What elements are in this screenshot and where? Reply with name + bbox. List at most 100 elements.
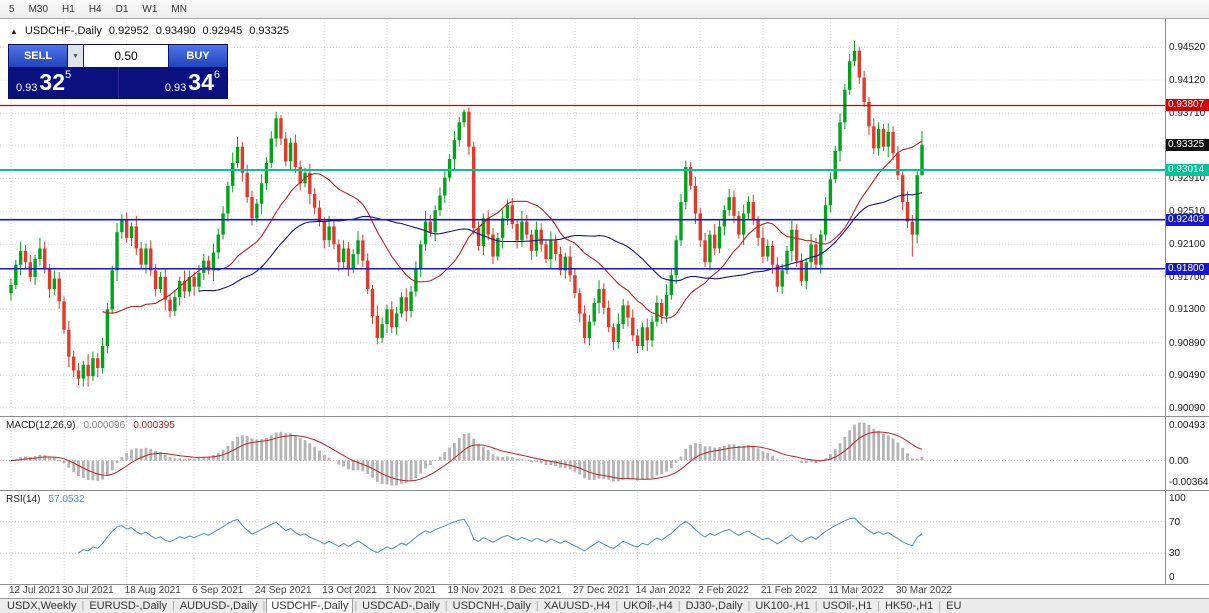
chart-tab-usdcad-daily[interactable]: USDCAD-,Daily	[362, 600, 440, 612]
rsi-line	[78, 517, 923, 554]
time-axis-label: 30 Mar 2022	[895, 585, 953, 596]
ohlc-open: 0.92952	[108, 25, 149, 37]
rsi-name: RSI(14)	[6, 494, 41, 505]
tab-separator: |	[444, 600, 448, 612]
time-axis-label: 11 Mar 2022	[828, 585, 884, 596]
ask-prefix: 0.93	[164, 82, 187, 94]
one-click-trading-panel: SELL ▼ BUY 0.93 32 5 0.93 34 6	[8, 44, 228, 99]
timeframe-button-m30[interactable]: M30	[28, 3, 49, 15]
price-axis-label: 0.90490	[1169, 370, 1206, 382]
timeframe-button-h4[interactable]: H4	[88, 3, 102, 15]
macd-name: MACD(12,26,9)	[6, 420, 76, 431]
tab-separator: |	[535, 600, 539, 612]
tab-separator: |	[877, 600, 880, 612]
rsi-axis-label: 30	[1169, 548, 1181, 560]
chart-tab-usdchf-daily[interactable]: USDCHF-,Daily	[266, 599, 354, 613]
ohlc-low: 0.92945	[202, 25, 243, 37]
tab-separator: |	[354, 600, 358, 612]
ohlc-close: 0.93325	[249, 25, 289, 37]
macd-indicator-label: MACD(12,26,9) 0.000096 0.000395	[6, 420, 175, 431]
level-price-tag: 0.91800	[1166, 262, 1209, 275]
timeframe-button-5[interactable]: 5	[9, 3, 15, 15]
timeframe-button-d1[interactable]: D1	[115, 3, 129, 15]
rsi-indicator-label: RSI(14) 57.0532	[6, 494, 85, 505]
price-axis-label: 0.91700	[1169, 271, 1206, 283]
lot-size-input[interactable]	[84, 45, 168, 67]
candles-layer	[9, 40, 924, 387]
lot-dropdown-button[interactable]: ▼	[68, 45, 83, 67]
macd-axis-bottom-label: -0.00364	[1169, 477, 1209, 488]
axis-divider	[1165, 19, 1166, 584]
timeframe-toolbar: 5 M30 H1 H4 D1 W1 MN	[0, 0, 1209, 19]
level-price-tag: 0.93807	[1166, 99, 1209, 112]
chart-tab-dj30-daily[interactable]: DJ30-,Daily	[685, 600, 743, 612]
current-price-tag: 0.93325	[1166, 138, 1209, 151]
macd-main-value: 0.000096	[83, 420, 126, 431]
time-axis-label: 19 Nov 2021	[447, 585, 505, 596]
chart-tab-usoil-h1[interactable]: USOil-,H1	[822, 600, 873, 612]
level-price-tag: 0.92403	[1166, 213, 1209, 226]
ask-price[interactable]: 0.93 34 6	[119, 67, 228, 98]
grid-layer	[0, 19, 1166, 416]
chart-tab-ukoil-h4[interactable]: UKOil-,H4	[623, 600, 673, 612]
rsi-axis-label: 100	[1169, 493, 1186, 504]
sell-button[interactable]: SELL	[9, 45, 67, 67]
bid-big-digits: 32	[39, 69, 66, 95]
price-chart-canvas[interactable]	[0, 19, 1166, 416]
timeframe-button-h1[interactable]: H1	[62, 3, 75, 15]
chart-tab-uk100-h1[interactable]: UK100-,H1	[755, 600, 810, 612]
horizontal-levels-layer[interactable]	[0, 104, 1166, 270]
macd-histogram	[14, 422, 924, 486]
chart-tab-audusd-daily[interactable]: AUDUSD-,Daily	[179, 600, 258, 612]
timeframe-button-w1[interactable]: W1	[142, 3, 158, 15]
tab-separator: |	[747, 600, 751, 612]
time-axis-label: 1 Nov 2021	[384, 585, 437, 596]
time-axis-label: 18 Aug 2021	[124, 585, 181, 596]
price-axis-label: 0.94120	[1169, 75, 1206, 86]
panel-splitter[interactable]	[0, 416, 1209, 417]
macd-signal-line	[10, 431, 923, 482]
price-axis-label: 0.92510	[1169, 205, 1206, 217]
tab-separator: |	[677, 600, 681, 612]
price-axis-label: 0.91300	[1169, 304, 1206, 316]
macd-signal-value: 0.000395	[133, 420, 175, 431]
chart-tab-xauusd-h4[interactable]: XAUUSD-,H4	[543, 600, 611, 612]
timeframe-button-mn[interactable]: MN	[171, 3, 187, 15]
ma-40-line[interactable]	[198, 192, 923, 292]
macd-indicator-canvas[interactable]	[0, 418, 1166, 490]
macd-axis-zero-label: 0.00	[1169, 455, 1189, 467]
ohlc-high: 0.93490	[155, 25, 196, 37]
ask-big-digits: 34	[188, 69, 214, 95]
time-axis[interactable]: 12 Jul 2021 30 Jul 2021 18 Aug 2021 6 Sep 2…	[0, 585, 1166, 598]
time-axis-label: 8 Dec 2021	[510, 585, 562, 596]
time-axis-label: 24 Sep 2021	[254, 585, 312, 596]
ask-pip-digit: 6	[213, 69, 220, 81]
tab-separator: |	[262, 600, 266, 612]
ma-20-line[interactable]	[102, 140, 923, 319]
chart-tab-eu[interactable]: EU	[946, 600, 962, 612]
chart-tab-usdcnh-daily[interactable]: USDCNH-,Daily	[452, 600, 531, 612]
price-axis-label: 0.94520	[1169, 42, 1206, 54]
bid-ask-divider	[117, 67, 119, 98]
rsi-axis-label: 0	[1169, 572, 1175, 583]
bid-pip-digit: 5	[65, 69, 72, 81]
price-axis[interactable]: 0.93325 0.00493 0.00 -0.00364 0.94520 0.9…	[1166, 0, 1209, 613]
one-click-collapse-icon[interactable]: ▲	[10, 26, 18, 36]
buy-button[interactable]: BUY	[169, 45, 227, 67]
rsi-indicator-canvas[interactable]	[0, 492, 1166, 584]
chart-tab-usdx-weekly[interactable]: USDX,Weekly	[7, 600, 77, 612]
price-axis-label: 0.92100	[1169, 239, 1206, 251]
tab-separator: |	[814, 600, 818, 612]
price-axis-label: 0.93710	[1169, 108, 1206, 120]
bid-price[interactable]: 0.93 32 5	[9, 67, 118, 98]
time-axis-label: 14 Jan 2022	[635, 585, 691, 596]
panel-splitter[interactable]	[0, 490, 1209, 491]
time-axis-label: 2 Feb 2022	[698, 585, 749, 596]
macd-axis-top-label: 0.00493	[1169, 420, 1206, 431]
level-price-tag: 0.93014	[1166, 163, 1209, 176]
chart-title: ▲ USDCHF-,Daily 0.92952 0.93490 0.92945 …	[10, 25, 289, 37]
chart-symbol-label: USDCHF-,Daily	[24, 25, 102, 37]
chart-tab-eurusd-daily[interactable]: EURUSD-,Daily	[89, 600, 167, 612]
chart-tab-hk50-h1[interactable]: HK50-,H1	[884, 600, 934, 612]
